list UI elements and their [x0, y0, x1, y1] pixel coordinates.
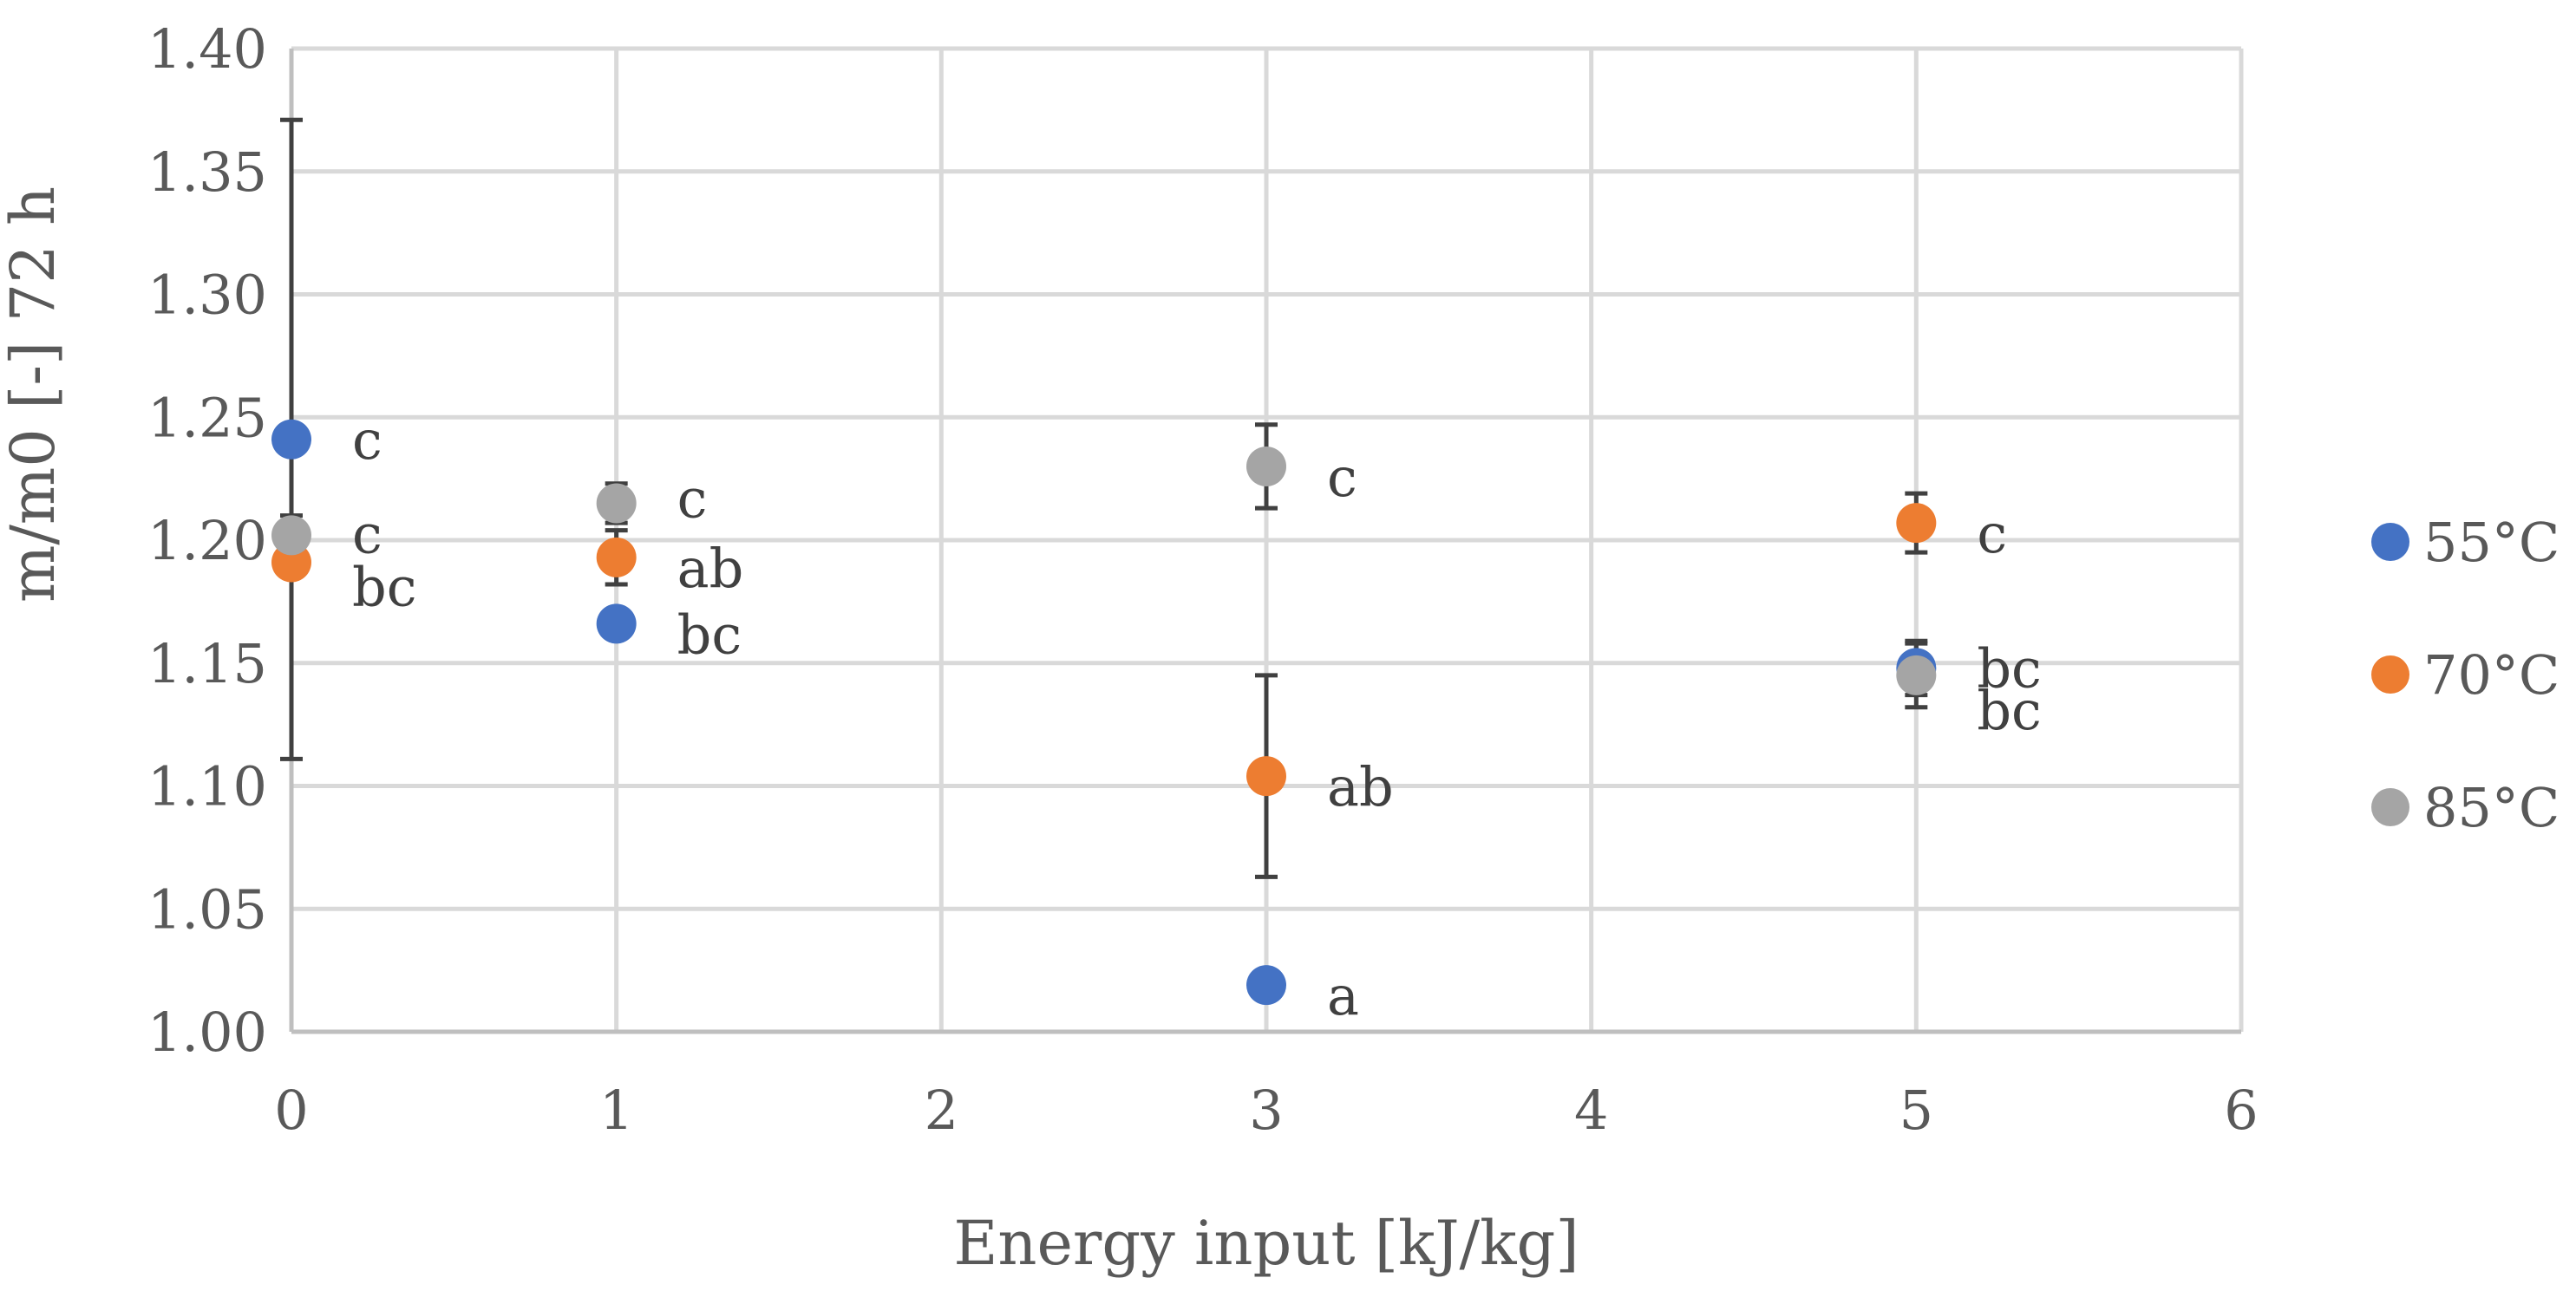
data-label: c: [1977, 502, 2007, 565]
data-point: [1246, 965, 1286, 1006]
data-point: [596, 603, 637, 644]
data-point: [596, 537, 637, 577]
y-tick-label: 1.15: [147, 632, 267, 695]
x-tick-label: 1: [599, 1079, 633, 1142]
legend-marker: [2371, 788, 2409, 826]
x-tick-label: 2: [925, 1079, 958, 1142]
y-tick-label: 1.35: [147, 140, 267, 204]
y-tick-label: 1.20: [147, 509, 267, 572]
legend-marker: [2371, 523, 2409, 561]
x-tick-label: 4: [1574, 1079, 1608, 1142]
data-label: c: [352, 408, 382, 472]
x-tick-label: 6: [2224, 1079, 2258, 1142]
axes: 0 1 2 3 4 5 6 1.00 1.05 1.10 1.15 1.20 1.25 1.30 1.35 1…: [147, 17, 2259, 1142]
legend-marker: [2371, 655, 2409, 694]
legend: 55°C 70°C 85°C: [2371, 511, 2560, 839]
data-point: [271, 419, 311, 460]
x-tick-label: 5: [1899, 1079, 1933, 1142]
data-point: [1246, 446, 1286, 486]
data-label: c: [352, 502, 382, 565]
data-label: c: [1327, 446, 1357, 509]
legend-label: 55°C: [2423, 511, 2560, 574]
y-tick-label: 1.25: [147, 386, 267, 449]
data-label: a: [1327, 964, 1359, 1027]
y-tick-label: 1.10: [147, 755, 267, 818]
data-point: [1896, 503, 1937, 544]
legend-label: 85°C: [2423, 776, 2560, 839]
data-label: bc: [352, 556, 416, 619]
data-label: bc: [1977, 679, 2041, 742]
data-point: [271, 515, 311, 556]
y-tick-label: 1.05: [147, 877, 267, 941]
data-label: ab: [677, 537, 744, 600]
legend-label: 70°C: [2423, 643, 2560, 707]
gridlines: [291, 46, 2244, 1032]
y-tick-label: 1.40: [147, 17, 267, 81]
data-label: bc: [677, 603, 742, 666]
y-axis-title: m/m0 [-] 72 h: [0, 186, 69, 603]
data-label: ab: [1327, 755, 1394, 818]
x-tick-label: 0: [274, 1079, 308, 1142]
data-point: [596, 483, 637, 524]
y-tick-label: 1.30: [147, 264, 267, 327]
y-tick-label: 1.00: [147, 1001, 267, 1064]
data-point: [1246, 756, 1286, 797]
x-tick-label: 3: [1249, 1079, 1283, 1142]
data-label: c: [677, 466, 708, 530]
data-label: bc: [1977, 636, 2041, 700]
error-bars: [280, 117, 1928, 879]
x-axis-title: Energy input [kJ/kg]: [953, 1208, 1579, 1279]
data-point: [1896, 655, 1937, 695]
data-points: [271, 419, 1937, 1006]
